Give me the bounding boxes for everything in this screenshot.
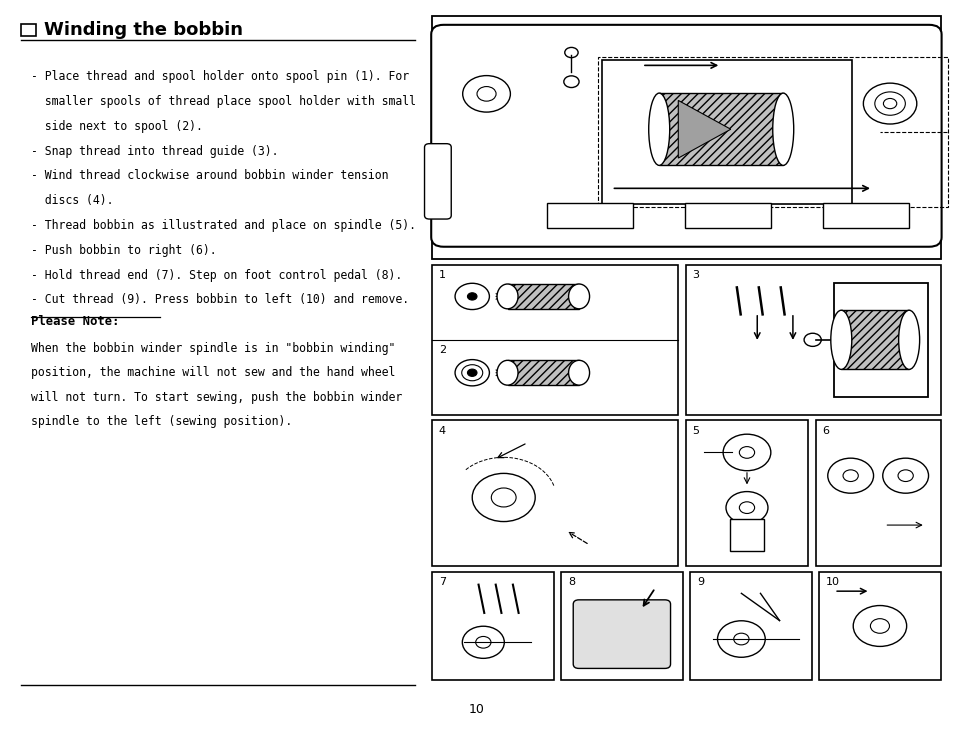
Circle shape — [739, 502, 754, 513]
Bar — [432, 16, 940, 259]
Ellipse shape — [497, 361, 517, 385]
Text: will not turn. To start sewing, push the bobbin winder: will not turn. To start sewing, push the… — [30, 391, 401, 404]
Circle shape — [827, 458, 873, 493]
Text: 6: 6 — [821, 426, 828, 436]
Text: - Place thread and spool holder onto spool pin (1). For: - Place thread and spool holder onto spo… — [30, 70, 408, 83]
Circle shape — [563, 76, 578, 88]
Text: 10: 10 — [825, 577, 839, 587]
Text: Winding the bobbin: Winding the bobbin — [44, 21, 243, 39]
Circle shape — [722, 434, 770, 471]
Text: 2: 2 — [438, 345, 445, 355]
FancyBboxPatch shape — [431, 25, 941, 247]
Circle shape — [564, 47, 578, 58]
Circle shape — [476, 87, 496, 101]
Bar — [598, 57, 947, 207]
Text: - Hold thread end (7). Step on foot control pedal (8).: - Hold thread end (7). Step on foot cont… — [30, 269, 401, 282]
Circle shape — [739, 447, 754, 458]
Text: - Wind thread clockwise around bobbin winder tension: - Wind thread clockwise around bobbin wi… — [30, 169, 388, 182]
Circle shape — [882, 458, 927, 493]
Bar — [432, 265, 678, 415]
Ellipse shape — [830, 310, 851, 369]
Bar — [729, 519, 763, 551]
Circle shape — [472, 473, 535, 521]
Text: 1: 1 — [438, 270, 445, 280]
Ellipse shape — [497, 284, 517, 309]
Text: discs (4).: discs (4). — [30, 194, 112, 207]
Circle shape — [467, 293, 476, 300]
Text: 4: 4 — [438, 426, 445, 436]
Bar — [601, 60, 851, 204]
Circle shape — [462, 626, 504, 658]
Ellipse shape — [898, 310, 919, 369]
Circle shape — [852, 606, 905, 647]
Text: side next to spool (2).: side next to spool (2). — [30, 120, 202, 133]
Ellipse shape — [568, 361, 589, 385]
Circle shape — [803, 333, 821, 347]
Text: 9: 9 — [696, 577, 703, 587]
Circle shape — [461, 365, 482, 381]
Bar — [684, 203, 770, 228]
Bar — [819, 572, 940, 680]
Circle shape — [862, 83, 916, 124]
Bar — [685, 265, 940, 415]
Circle shape — [455, 283, 489, 310]
Circle shape — [717, 620, 764, 657]
Bar — [507, 361, 578, 385]
Ellipse shape — [772, 93, 793, 166]
Bar — [833, 283, 927, 396]
Bar — [685, 420, 807, 566]
Circle shape — [733, 633, 748, 645]
Text: 5: 5 — [692, 426, 699, 436]
Ellipse shape — [568, 284, 589, 309]
Circle shape — [462, 76, 510, 112]
Bar — [21, 24, 36, 36]
Bar — [432, 420, 678, 566]
Circle shape — [869, 619, 888, 633]
Circle shape — [897, 470, 912, 482]
Circle shape — [725, 491, 767, 523]
FancyBboxPatch shape — [573, 600, 670, 669]
Text: Please Note:: Please Note: — [30, 315, 119, 328]
Text: - Push bobbin to right (6).: - Push bobbin to right (6). — [30, 244, 216, 257]
Polygon shape — [678, 101, 730, 158]
Bar — [507, 284, 578, 309]
Bar — [432, 572, 553, 680]
Bar — [841, 310, 908, 369]
Text: 10: 10 — [469, 703, 484, 716]
Circle shape — [455, 360, 489, 386]
Text: 7: 7 — [438, 577, 445, 587]
Text: position, the machine will not sew and the hand wheel: position, the machine will not sew and t… — [30, 366, 395, 380]
Bar — [659, 93, 782, 166]
Text: smaller spools of thread place spool holder with small: smaller spools of thread place spool hol… — [30, 95, 416, 108]
Text: - Thread bobbin as illustrated and place on spindle (5).: - Thread bobbin as illustrated and place… — [30, 219, 416, 232]
Text: - Snap thread into thread guide (3).: - Snap thread into thread guide (3). — [30, 145, 277, 158]
Circle shape — [476, 637, 491, 648]
Circle shape — [491, 488, 516, 507]
Circle shape — [874, 92, 904, 115]
Bar — [560, 572, 681, 680]
Circle shape — [467, 369, 476, 377]
Bar — [546, 203, 632, 228]
Circle shape — [882, 99, 896, 109]
Circle shape — [842, 470, 858, 482]
FancyBboxPatch shape — [424, 144, 451, 219]
Text: 8: 8 — [567, 577, 575, 587]
Bar — [689, 572, 811, 680]
Text: 3: 3 — [692, 270, 699, 280]
Text: - Cut thread (9). Press bobbin to left (10) and remove.: - Cut thread (9). Press bobbin to left (… — [30, 293, 408, 307]
Ellipse shape — [648, 93, 669, 166]
Bar — [815, 420, 940, 566]
Text: When the bobbin winder spindle is in "bobbin winding": When the bobbin winder spindle is in "bo… — [30, 342, 395, 356]
Bar — [822, 203, 908, 228]
Circle shape — [884, 100, 894, 107]
Text: spindle to the left (sewing position).: spindle to the left (sewing position). — [30, 415, 292, 428]
